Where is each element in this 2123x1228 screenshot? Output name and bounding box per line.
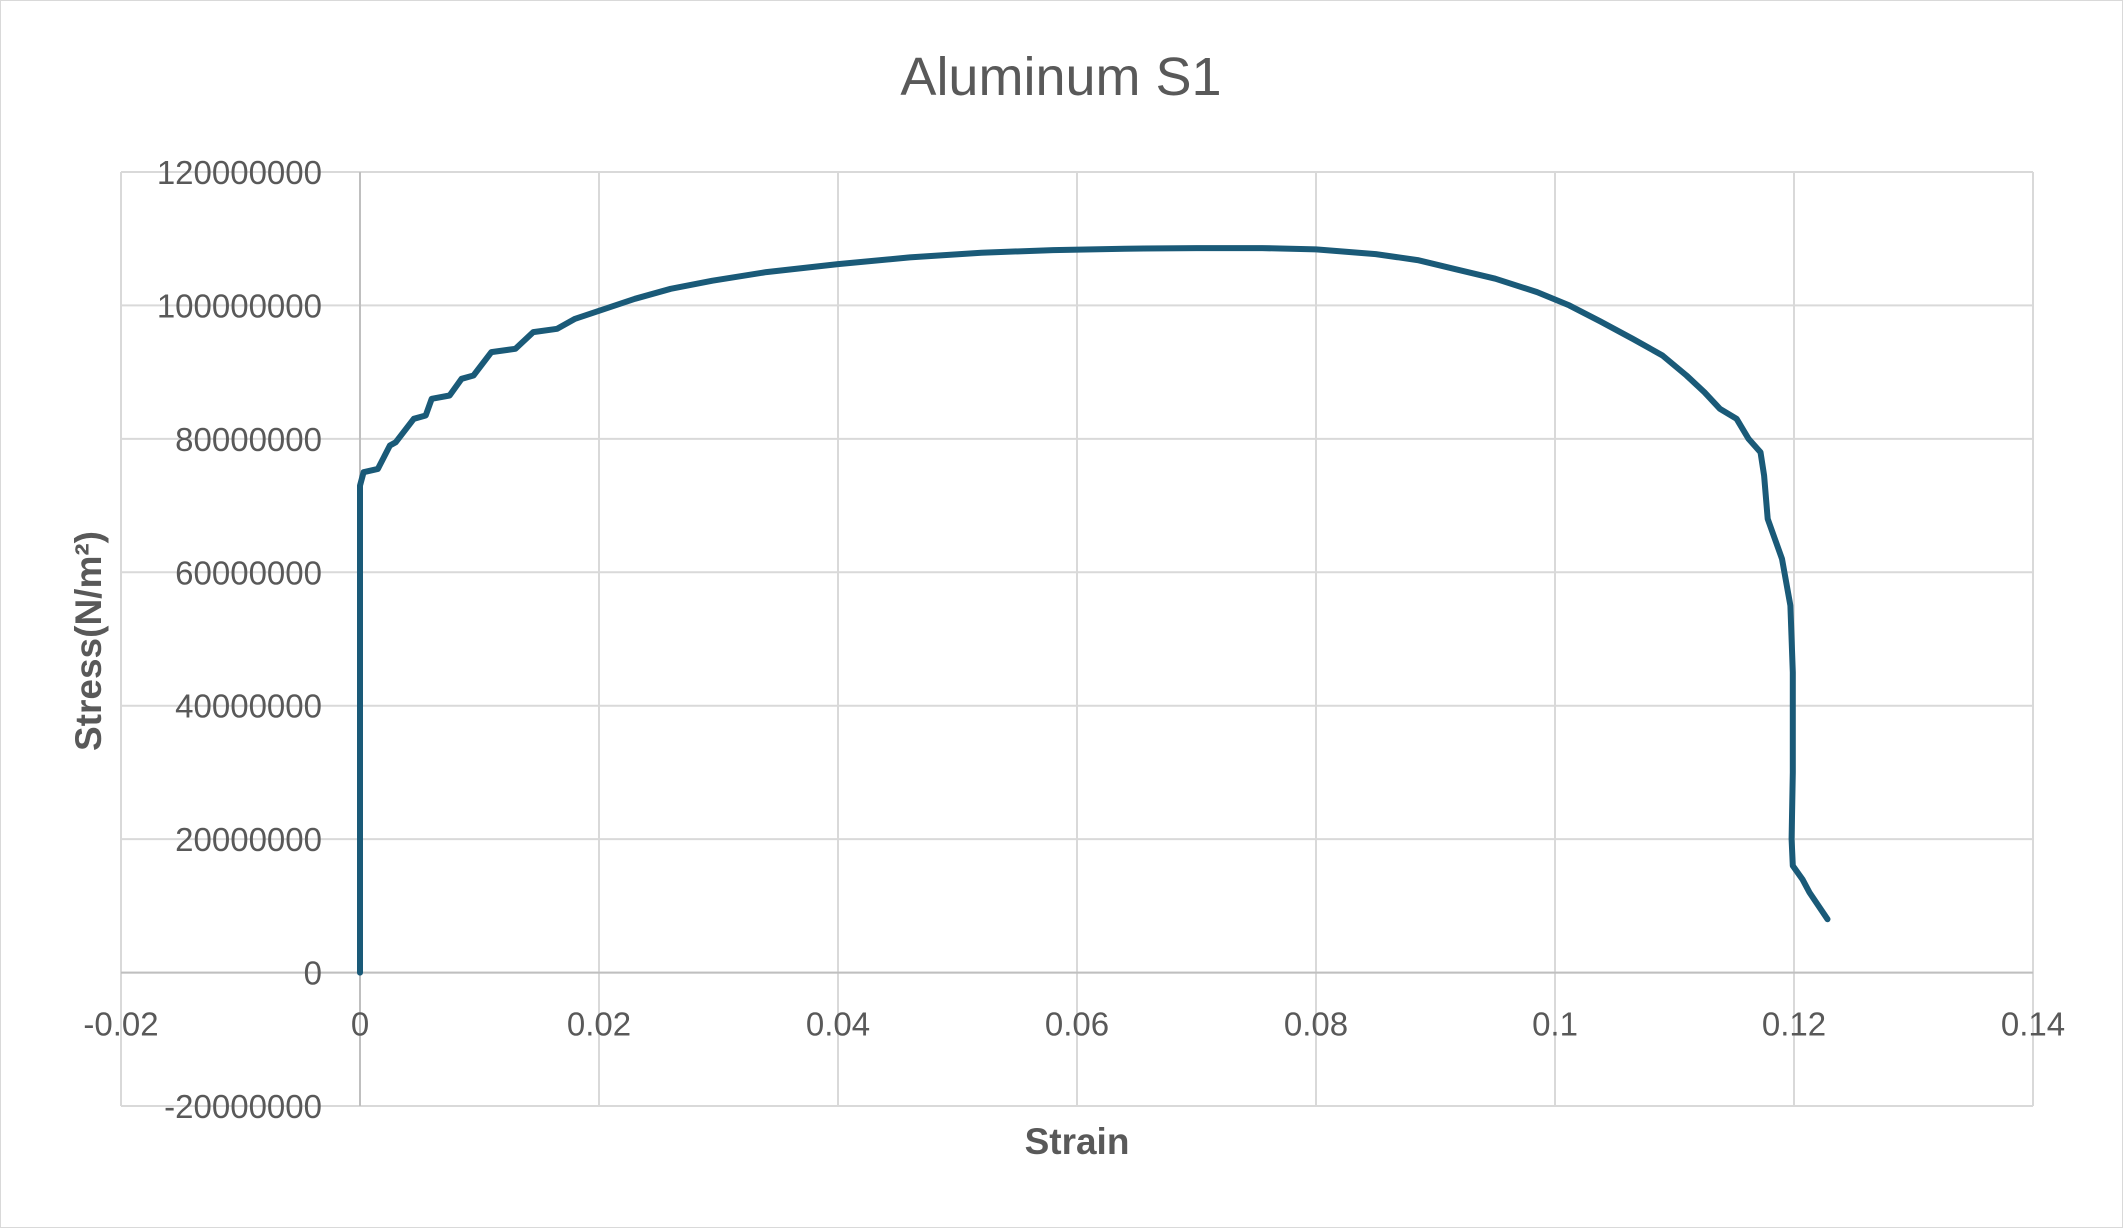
y-tick-label: 20000000 bbox=[175, 821, 322, 858]
x-tick-label: 0.14 bbox=[2001, 1006, 2065, 1043]
y-tick-label: 60000000 bbox=[175, 554, 322, 591]
y-tick-label: 0 bbox=[304, 955, 322, 992]
y-tick-label: 40000000 bbox=[175, 688, 322, 725]
y-tick-label: 80000000 bbox=[175, 421, 322, 458]
y-axis-title: Stress(N/m²) bbox=[68, 531, 109, 751]
x-tick-label: 0 bbox=[351, 1006, 369, 1043]
y-tick-label: 120000000 bbox=[157, 154, 322, 191]
x-axis-title: Strain bbox=[1025, 1121, 1130, 1162]
x-tick-label: 0.12 bbox=[1762, 1006, 1826, 1043]
tick-labels: -0.02 0 0.02 0.04 0.06 0.08 0.1 0.12 0.14 -200000… bbox=[83, 154, 2065, 1125]
grid-lines bbox=[120, 171, 2034, 1107]
y-tick-label: 100000000 bbox=[157, 287, 322, 324]
x-tick-label: 0.04 bbox=[806, 1006, 870, 1043]
x-tick-label: 0.02 bbox=[567, 1006, 631, 1043]
x-tick-label: 0.1 bbox=[1532, 1006, 1578, 1043]
x-tick-label: 0.06 bbox=[1045, 1006, 1109, 1043]
x-tick-label: 0.08 bbox=[1284, 1006, 1348, 1043]
y-tick-label: -20000000 bbox=[164, 1088, 322, 1125]
series-line bbox=[357, 245, 1831, 976]
x-tick-label: -0.02 bbox=[83, 1006, 158, 1043]
chart-title: Aluminum S1 bbox=[900, 47, 1221, 107]
